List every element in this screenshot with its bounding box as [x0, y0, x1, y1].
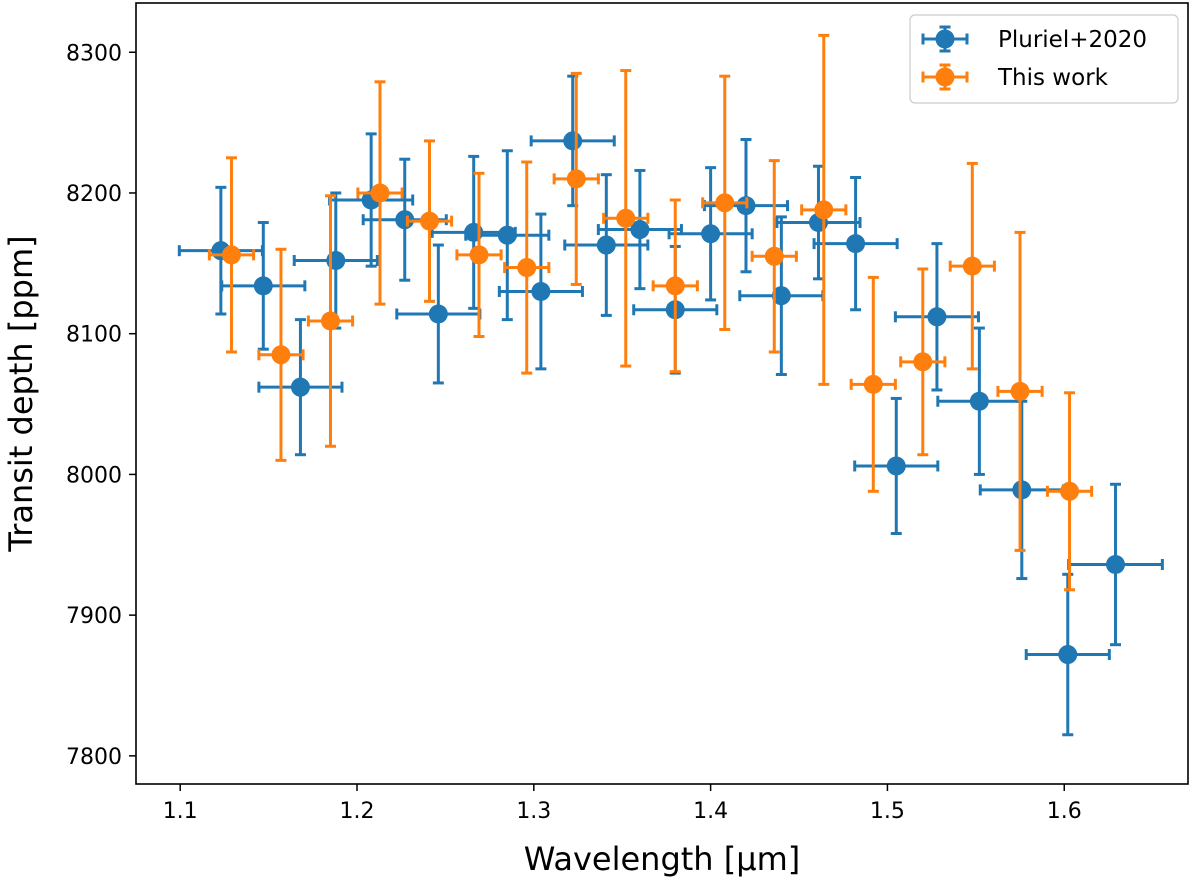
y-tick-label: 8300	[66, 41, 122, 66]
data-point-marker	[962, 256, 982, 276]
data-point	[800, 33, 848, 386]
data-point-marker	[846, 234, 866, 254]
data-point	[220, 221, 307, 351]
data-point-marker	[616, 208, 636, 228]
data-point-marker	[1060, 481, 1080, 501]
data-point	[207, 156, 256, 354]
data-point-marker	[863, 374, 883, 394]
data-point	[899, 267, 947, 457]
x-tick-label: 1.6	[1047, 799, 1082, 824]
data-point-marker	[1010, 381, 1030, 401]
legend: Pluriel+2020 This work	[909, 14, 1179, 104]
data-point-marker	[531, 281, 551, 301]
data-point	[257, 247, 305, 462]
data-point	[750, 159, 798, 354]
data-point-marker	[290, 377, 310, 397]
x-tick-label: 1.1	[163, 799, 198, 824]
data-point	[328, 132, 415, 268]
data-point	[306, 194, 355, 448]
data-point-marker	[370, 183, 390, 203]
data-point-marker	[886, 456, 906, 476]
data-point-marker	[320, 311, 340, 331]
data-point	[602, 69, 650, 368]
data-point	[563, 173, 650, 317]
data-point-marker	[715, 193, 735, 213]
x-tick-label: 1.3	[516, 799, 551, 824]
data-point	[936, 326, 1023, 476]
data-point	[257, 318, 344, 457]
data-point-marker	[1106, 554, 1126, 574]
data-point	[651, 198, 699, 374]
series-this-work	[207, 33, 1094, 592]
y-tick-label: 8000	[66, 463, 122, 488]
data-point-marker	[969, 391, 989, 411]
y-axis-ticks: 7800 7900 8000 8100 8200 8300	[66, 41, 136, 770]
data-point	[455, 171, 503, 339]
legend-marker-dot	[935, 67, 955, 87]
x-tick-label: 1.4	[693, 799, 728, 824]
data-point	[395, 243, 482, 385]
x-tick-label: 1.2	[340, 799, 375, 824]
legend-entry-this-work: This work	[921, 63, 1109, 91]
data-point	[1045, 391, 1094, 592]
data-point-marker	[927, 307, 947, 327]
data-point-marker	[630, 220, 650, 240]
data-point-marker	[497, 225, 517, 245]
data-point	[853, 396, 940, 536]
data-point-marker	[395, 210, 415, 230]
data-point-marker	[428, 304, 448, 324]
y-tick-label: 7900	[66, 604, 122, 629]
data-point	[738, 215, 825, 377]
legend-entry-pluriel-2020: Pluriel+2020	[921, 25, 1147, 53]
data-point-marker	[563, 131, 583, 151]
y-tick-label: 7800	[66, 745, 122, 770]
legend-label-pluriel-2020: Pluriel+2020	[998, 27, 1147, 53]
legend-marker-this-work	[921, 63, 969, 91]
data-point	[503, 160, 551, 375]
data-point	[356, 80, 404, 306]
data-point-marker	[596, 235, 616, 255]
y-tick-label: 8100	[66, 323, 122, 348]
data-point-marker	[764, 246, 784, 266]
x-tick-label: 1.5	[870, 799, 905, 824]
legend-label-this-work: This work	[997, 65, 1109, 91]
y-axis-label: Transit depth [ppm]	[2, 235, 40, 552]
data-point	[849, 275, 897, 493]
data-point	[1024, 572, 1111, 737]
data-point	[405, 139, 454, 303]
data-point	[497, 212, 584, 371]
data-point-marker	[1012, 480, 1032, 500]
data-point-marker	[253, 276, 273, 296]
data-point-marker	[517, 258, 537, 278]
data-point-marker	[665, 276, 685, 296]
data-point-marker	[271, 345, 291, 365]
data-point-marker	[221, 245, 241, 265]
plot-frame	[135, 2, 1189, 785]
legend-marker-dot	[935, 29, 955, 49]
data-layer	[177, 33, 1164, 737]
y-tick-label: 8200	[66, 182, 122, 207]
x-axis-label: Wavelength [μm]	[524, 840, 801, 878]
x-axis-ticks: 1.1 1.2 1.3 1.4 1.5 1.6	[163, 784, 1082, 824]
legend-marker-pluriel-2020	[921, 25, 969, 53]
data-point	[667, 166, 754, 302]
data-point	[893, 242, 980, 392]
data-point	[701, 74, 749, 331]
data-point-marker	[771, 286, 791, 306]
data-point-marker	[419, 211, 439, 231]
data-point-marker	[1058, 645, 1078, 665]
data-point	[1067, 482, 1164, 647]
data-point-marker	[566, 169, 586, 189]
data-point-marker	[469, 245, 489, 265]
data-point	[996, 230, 1044, 552]
data-point	[552, 71, 600, 286]
data-point-marker	[814, 200, 834, 220]
data-point	[812, 175, 899, 312]
legend-box	[909, 14, 1179, 104]
data-point-marker	[913, 352, 933, 372]
data-point-marker	[701, 224, 721, 244]
data-point	[948, 161, 996, 371]
